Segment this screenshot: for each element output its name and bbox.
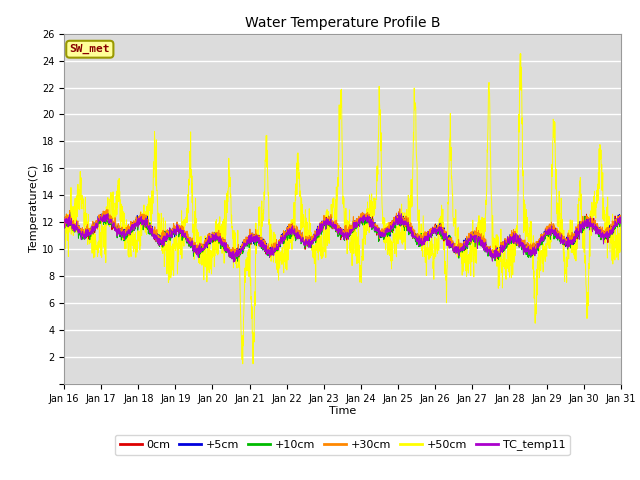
0cm [568,237,576,242]
Legend: 0cm, +5cm, +10cm, +30cm, +50cm, TC_temp11: 0cm, +5cm, +10cm, +30cm, +50cm, TC_temp1… [115,435,570,455]
0cm [359,218,367,224]
0cm [364,210,371,216]
Line: +10cm: +10cm [64,213,621,261]
+30cm [396,206,404,212]
+50cm [359,251,367,256]
TC_temp11 [60,224,68,229]
0cm [584,221,591,227]
+50cm [584,313,591,319]
+10cm [505,241,513,247]
Line: TC_temp11: TC_temp11 [64,213,621,262]
+50cm [216,241,223,247]
0cm [60,221,68,227]
+10cm [359,215,367,220]
TC_temp11 [395,210,403,216]
Line: +30cm: +30cm [64,209,621,259]
+30cm [231,256,239,262]
Text: SW_met: SW_met [70,44,110,54]
TC_temp11 [216,239,223,244]
0cm [617,213,625,219]
+50cm [516,51,524,57]
+5cm [231,258,239,264]
Line: +5cm: +5cm [64,212,621,261]
Y-axis label: Temperature(C): Temperature(C) [29,165,39,252]
+5cm [371,220,379,226]
+5cm [584,221,591,227]
+10cm [104,210,112,216]
Line: 0cm: 0cm [64,213,621,260]
+10cm [234,258,241,264]
+30cm [568,229,576,235]
+50cm [239,361,246,367]
+5cm [359,211,367,216]
+5cm [505,234,513,240]
+5cm [568,232,576,238]
+30cm [584,219,591,225]
+5cm [216,234,223,240]
0cm [216,237,223,242]
+50cm [568,217,576,223]
Title: Water Temperature Profile B: Water Temperature Profile B [244,16,440,30]
X-axis label: Time: Time [329,407,356,417]
0cm [231,257,239,263]
TC_temp11 [584,221,591,227]
+10cm [60,225,68,230]
TC_temp11 [568,238,576,243]
+5cm [104,209,111,215]
+50cm [617,248,625,254]
+30cm [60,218,68,224]
+50cm [504,252,512,258]
+30cm [505,235,513,240]
+10cm [584,222,591,228]
+50cm [371,201,379,207]
+30cm [216,233,223,239]
+50cm [60,230,68,236]
0cm [371,223,379,228]
Line: +50cm: +50cm [64,54,621,364]
+5cm [617,216,625,222]
+10cm [216,236,223,241]
+30cm [617,213,625,218]
TC_temp11 [617,220,625,226]
TC_temp11 [505,238,513,243]
+10cm [371,226,379,231]
+10cm [568,235,576,241]
+30cm [359,219,367,225]
TC_temp11 [230,259,237,265]
+10cm [617,215,625,220]
TC_temp11 [359,219,367,225]
+30cm [371,223,379,229]
+5cm [60,219,68,225]
TC_temp11 [371,225,379,230]
0cm [505,240,513,246]
